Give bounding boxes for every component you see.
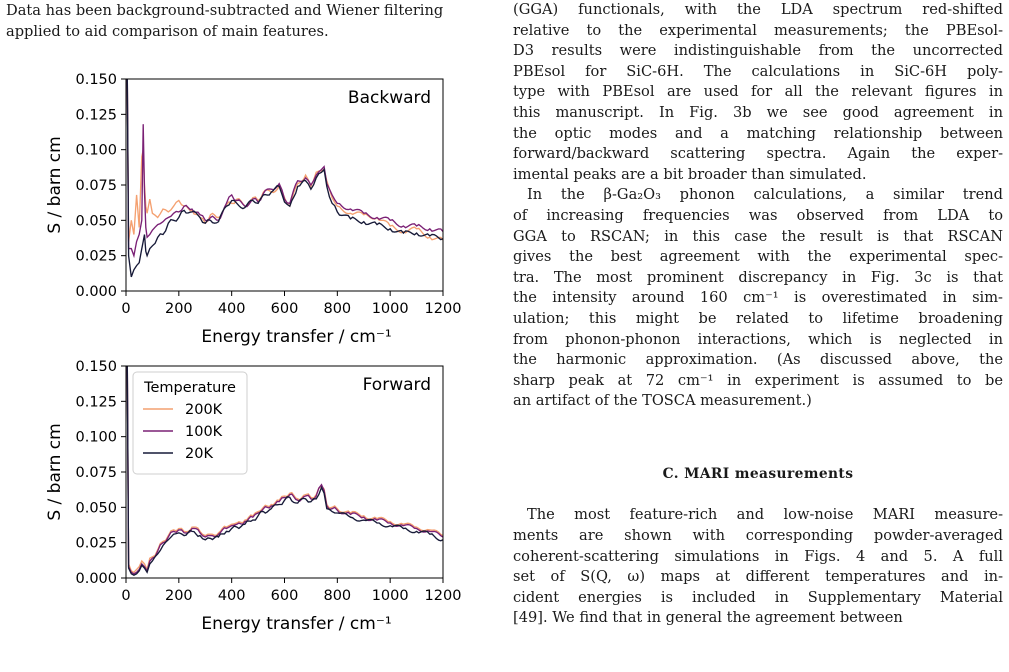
x-tick-label: 400 xyxy=(218,301,246,317)
y-tick-label: 0.075 xyxy=(75,465,117,481)
text-line: GGA to RSCAN; in this case the result is… xyxy=(513,227,1003,245)
x-tick-label: 1000 xyxy=(372,301,409,317)
text-line: the harmonic approximation. (As discusse… xyxy=(513,351,1003,369)
text-line: coherent-scattering simulations in Figs.… xyxy=(513,547,1003,565)
legend-entry-100K: 100K xyxy=(185,424,223,440)
text-line: from phonon-phonon interactions, which i… xyxy=(513,330,1003,348)
caption-line-2: applied to aid comparison of main featur… xyxy=(6,23,329,40)
text-line: The most feature-rich and low-noise MARI… xyxy=(527,506,1003,524)
text-line: gives the best agreement with the experi… xyxy=(513,248,1003,266)
text-line: type with PBEsol are used for all the re… xyxy=(513,83,1003,101)
text-line: [49]. We find that in general the agreem… xyxy=(513,609,903,627)
text-line: imental peaks are a bit broader than sim… xyxy=(513,165,867,183)
figure-caption: Data has been background-subtracted and … xyxy=(6,0,476,42)
text-line: (GGA) functionals, with the LDA spectrum… xyxy=(513,1,1003,18)
legend-entry-200K: 200K xyxy=(185,402,223,418)
text-line: tra. The most prominent discrepancy in F… xyxy=(513,268,1003,286)
series-line-20K xyxy=(126,79,443,278)
x-axis-label: Energy transfer / cm⁻¹ xyxy=(201,327,391,347)
x-tick-label: 400 xyxy=(218,588,246,604)
paragraph-3: The most feature-rich and low-noise MARI… xyxy=(513,505,1003,629)
y-tick-label: 0.000 xyxy=(75,284,117,300)
text-line: D3 results were indistinguishable from t… xyxy=(513,42,1003,60)
text-line: the optic modes and a matching relations… xyxy=(513,124,1003,142)
y-tick-label: 0.025 xyxy=(75,249,117,265)
x-tick-label: 800 xyxy=(323,301,351,317)
text-line: ulation; this might be related to lifeti… xyxy=(513,309,1003,327)
y-tick-label: 0.100 xyxy=(75,430,117,446)
y-tick-label: 0.050 xyxy=(75,500,117,516)
paragraph-1: (GGA) functionals, with the LDA spectrum… xyxy=(513,0,1003,185)
text-line: this manuscript. In Fig. 3b we see good … xyxy=(513,103,1003,121)
text-line: relative to the experimental measurement… xyxy=(513,21,1003,39)
text-line: the intensity around 160 cm⁻¹ is overest… xyxy=(513,289,1003,307)
text-line: cident energies is included in Supplemen… xyxy=(513,588,1003,606)
panel-label: Backward xyxy=(348,88,431,108)
series-line-100K xyxy=(126,79,443,259)
x-tick-label: 0 xyxy=(121,588,130,604)
legend-entry-20K: 20K xyxy=(185,446,213,462)
x-tick-label: 1200 xyxy=(425,301,462,317)
text-line: In the β-Ga₂O₃ phonon calculations, a si… xyxy=(527,186,1003,204)
text-line: of increasing frequencies was observed f… xyxy=(513,206,1003,224)
text-line: forward/backward scattering spectra. Aga… xyxy=(513,145,1003,163)
text-line: an artifact of the TOSCA measurement.) xyxy=(513,392,812,410)
y-tick-label: 0.050 xyxy=(75,213,117,229)
panel-label: Forward xyxy=(363,375,431,395)
x-tick-label: 600 xyxy=(271,301,299,317)
y-tick-label: 0.125 xyxy=(75,394,117,410)
y-axis-label: S / barn cm xyxy=(45,136,65,233)
axes-frame xyxy=(125,78,444,292)
legend-title: Temperature xyxy=(143,380,236,396)
y-tick-label: 0.025 xyxy=(75,536,117,552)
text-line: sharp peak at 72 cm⁻¹ in experiment is a… xyxy=(513,371,1003,389)
y-tick-label: 0.125 xyxy=(75,107,117,123)
x-tick-label: 0 xyxy=(121,301,130,317)
x-tick-label: 200 xyxy=(165,301,193,317)
x-tick-label: 200 xyxy=(165,588,193,604)
x-tick-label: 1000 xyxy=(372,588,409,604)
y-axis-label: S / barn cm xyxy=(45,423,65,520)
x-tick-label: 1200 xyxy=(425,588,462,604)
paragraph-2: In the β-Ga₂O₃ phonon calculations, a si… xyxy=(513,185,1003,412)
caption-line-1: Data has been background-subtracted and … xyxy=(6,2,444,19)
x-tick-label: 600 xyxy=(271,588,299,604)
y-tick-label: 0.100 xyxy=(75,143,117,159)
x-axis-label: Energy transfer / cm⁻¹ xyxy=(201,614,391,634)
text-line: ments are shown with corresponding powde… xyxy=(513,527,1003,545)
text-line: set of S(Q, ω) maps at different tempera… xyxy=(513,568,1003,586)
y-tick-label: 0.000 xyxy=(75,571,117,587)
series-line-20K xyxy=(126,366,443,576)
y-tick-label: 0.150 xyxy=(75,359,117,375)
y-tick-label: 0.150 xyxy=(75,72,117,88)
y-tick-label: 0.075 xyxy=(75,178,117,194)
x-tick-label: 800 xyxy=(323,588,351,604)
section-heading: C. MARI measurements xyxy=(662,465,854,482)
legend-box xyxy=(132,371,248,475)
text-line: PBEsol for SiC-6H. The calculations in S… xyxy=(513,62,1003,80)
body-text: (GGA) functionals, with the LDA spectrum… xyxy=(513,0,1003,629)
